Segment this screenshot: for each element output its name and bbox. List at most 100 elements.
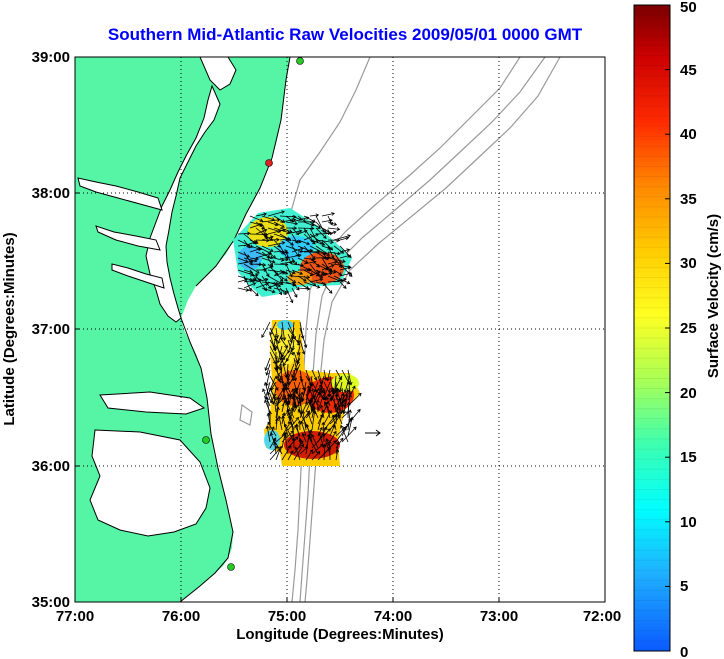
velocity-vector <box>286 375 295 390</box>
velocity-vector-head <box>324 401 328 405</box>
velocity-vector <box>311 388 322 407</box>
velocity-vector <box>249 248 262 253</box>
velocity-vector <box>315 227 327 239</box>
velocity-vector <box>317 387 324 399</box>
velocity-vector <box>273 287 289 293</box>
velocity-vector <box>315 221 327 233</box>
velocity-vector-head <box>357 408 361 413</box>
velocity-vector <box>261 236 274 241</box>
velocity-vector-head <box>328 410 332 414</box>
velocity-vector <box>344 381 349 393</box>
velocity-vector <box>249 239 259 244</box>
velocity-vector-head <box>275 417 279 422</box>
velocity-vector <box>291 357 301 378</box>
velocity-vector-head <box>292 402 297 406</box>
velocity-vector <box>334 405 343 425</box>
velocity-vector-head <box>308 436 312 441</box>
velocity-vector-head <box>348 409 352 413</box>
potomac-river <box>77 177 163 211</box>
rappahannock-river <box>95 225 161 251</box>
velocity-vector <box>321 272 333 277</box>
velocity-vector-head <box>322 443 327 448</box>
velocity-vector <box>265 357 271 371</box>
station-marker-hatteras[interactable] <box>227 563 235 571</box>
station-marker-north[interactable] <box>296 57 304 65</box>
velocity-vector <box>285 275 296 284</box>
velocity-vector <box>269 339 277 350</box>
colorbar-tick-label: 10 <box>680 514 697 531</box>
velocity-vector-head <box>347 234 351 238</box>
bathymetry-contour-shelf <box>289 57 371 216</box>
velocity-vector <box>306 424 313 443</box>
velocity-vector-head <box>315 213 320 218</box>
velocity-vector <box>281 339 288 348</box>
velocity-vector <box>255 229 267 235</box>
velocity-vector-head <box>291 388 295 393</box>
velocity-vector-head <box>262 388 266 393</box>
velocity-vector-head <box>264 277 269 282</box>
velocity-vector <box>327 269 336 273</box>
velocity-vector <box>299 327 307 348</box>
velocity-vector <box>269 321 277 335</box>
velocity-vector <box>326 397 331 407</box>
velocity-vector-head <box>291 437 296 441</box>
colorbar-tick-label: 40 <box>680 126 697 143</box>
velocity-vector <box>297 257 308 264</box>
x-tick-label: 72:00 <box>583 608 621 625</box>
velocity-vector <box>273 271 285 277</box>
velocity-vector-head <box>273 346 277 351</box>
velocity-vector-head <box>275 335 279 339</box>
colorbar-tick-label: 45 <box>680 62 697 79</box>
velocity-vector <box>277 393 283 404</box>
velocity-vector-head <box>274 356 278 360</box>
velocity-vector <box>274 442 277 455</box>
velocity-vector <box>237 232 250 235</box>
velocity-vector-head <box>323 426 328 431</box>
velocity-vector <box>332 415 337 431</box>
velocity-vector-head <box>300 443 305 448</box>
velocity-vector <box>281 387 286 401</box>
velocity-vector-head <box>327 255 332 260</box>
velocity-vector-head <box>304 401 308 405</box>
station-marker-assateague[interactable] <box>265 159 273 167</box>
velocity-vector-head <box>327 440 332 444</box>
axis-tick-marks <box>75 192 500 602</box>
velocity-vector-head <box>324 251 328 256</box>
velocity-vector <box>309 245 327 255</box>
velocity-vector-head <box>279 337 284 341</box>
velocity-vector <box>279 251 289 254</box>
velocity-vector <box>243 282 256 289</box>
velocity-vector-head <box>327 246 332 250</box>
velocity-vector-head <box>348 393 352 398</box>
velocity-vector <box>284 423 295 443</box>
velocity-vector <box>267 281 281 287</box>
velocity-vector-head <box>342 285 347 289</box>
velocity-vector-head <box>321 421 326 426</box>
velocity-vector <box>273 221 285 228</box>
velocity-vector-head <box>294 221 299 226</box>
velocity-vector <box>323 387 334 401</box>
velocity-vector-head <box>277 244 281 248</box>
velocity-vector <box>278 416 283 431</box>
velocity-vector-head <box>269 262 274 267</box>
velocity-vector <box>297 250 313 253</box>
velocity-vector-head <box>273 438 277 443</box>
velocity-vector-head <box>295 231 300 236</box>
velocity-vector <box>273 239 281 248</box>
velocity-vector-head <box>289 218 294 222</box>
velocity-vector <box>341 418 352 437</box>
velocity-vector <box>293 398 303 413</box>
velocity-vector-head <box>343 277 347 282</box>
velocity-vector-head <box>277 229 282 233</box>
velocity-vector-head <box>334 260 338 264</box>
velocity-vector-head <box>325 396 330 401</box>
velocity-vector-head <box>335 448 340 453</box>
velocity-vector <box>267 221 278 226</box>
velocity-vector <box>267 422 277 437</box>
velocity-vector <box>273 281 282 295</box>
velocity-vector <box>275 407 279 425</box>
colorbar-tick-label: 30 <box>680 255 697 272</box>
station-marker-duck[interactable] <box>202 436 210 444</box>
velocity-vector <box>281 321 285 341</box>
